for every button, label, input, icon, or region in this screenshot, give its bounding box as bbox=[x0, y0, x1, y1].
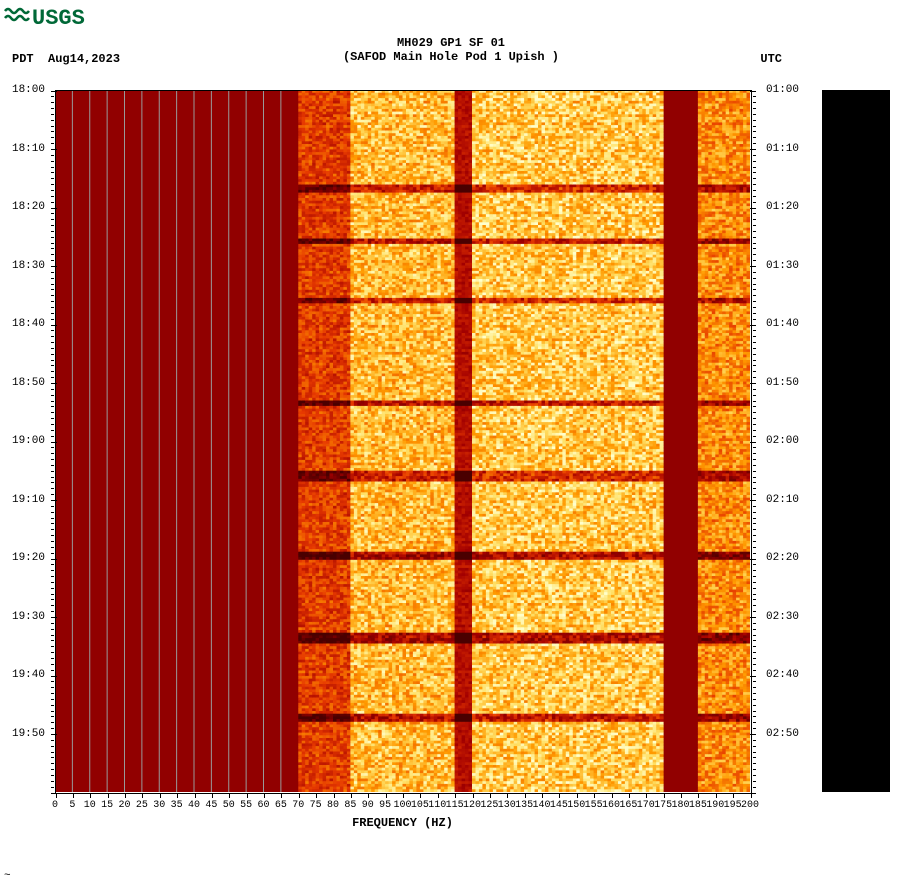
y-left-tick: 19:50 bbox=[12, 728, 45, 740]
x-axis-label: FREQUENCY (HZ) bbox=[55, 816, 750, 830]
y-right-tick: 02:10 bbox=[766, 494, 799, 506]
usgs-logo: USGS bbox=[4, 4, 85, 33]
x-tick: 65 bbox=[275, 800, 287, 811]
x-tick: 90 bbox=[362, 800, 374, 811]
x-tick: 100 bbox=[393, 800, 411, 811]
y-left-tick: 18:30 bbox=[12, 260, 45, 272]
y-right-tick: 01:30 bbox=[766, 260, 799, 272]
x-tick: 0 bbox=[52, 800, 58, 811]
y-left-tick: 19:10 bbox=[12, 494, 45, 506]
title-line-1: MH029 GP1 SF 01 bbox=[0, 36, 902, 50]
x-tick: 95 bbox=[379, 800, 391, 811]
x-tick: 5 bbox=[69, 800, 75, 811]
x-tick: 125 bbox=[480, 800, 498, 811]
y-left-tick: 19:40 bbox=[12, 669, 45, 681]
colorbar bbox=[822, 90, 890, 792]
y-left-tick: 19:30 bbox=[12, 611, 45, 623]
x-tick: 145 bbox=[550, 800, 568, 811]
y-right-tick: 01:40 bbox=[766, 318, 799, 330]
x-tick: 35 bbox=[171, 800, 183, 811]
y-right-tick: 02:40 bbox=[766, 669, 799, 681]
spectrogram-svg bbox=[55, 90, 750, 792]
x-tick: 190 bbox=[706, 800, 724, 811]
x-tick: 185 bbox=[689, 800, 707, 811]
x-tick: 105 bbox=[411, 800, 429, 811]
x-tick: 130 bbox=[498, 800, 516, 811]
timezone-right-label: UTC bbox=[760, 52, 782, 66]
x-tick: 115 bbox=[446, 800, 464, 811]
x-tick: 80 bbox=[327, 800, 339, 811]
y-right-tick: 01:00 bbox=[766, 84, 799, 96]
y-axis-right-ticks: 01:0001:1001:2001:3001:4001:5002:0002:10… bbox=[758, 90, 808, 792]
x-tick: 175 bbox=[654, 800, 672, 811]
x-tick: 180 bbox=[671, 800, 689, 811]
x-tick: 20 bbox=[118, 800, 130, 811]
x-tick: 55 bbox=[240, 800, 252, 811]
x-tick: 50 bbox=[223, 800, 235, 811]
y-right-tick: 02:00 bbox=[766, 435, 799, 447]
y-left-tick: 18:50 bbox=[12, 377, 45, 389]
x-tick: 85 bbox=[344, 800, 356, 811]
x-tick: 120 bbox=[463, 800, 481, 811]
x-tick: 135 bbox=[515, 800, 533, 811]
usgs-wave-icon bbox=[4, 4, 30, 33]
x-tick: 200 bbox=[741, 800, 759, 811]
x-tick: 155 bbox=[585, 800, 603, 811]
y-right-tick: 01:10 bbox=[766, 143, 799, 155]
y-right-tick: 02:20 bbox=[766, 552, 799, 564]
x-tick: 30 bbox=[153, 800, 165, 811]
x-tick: 150 bbox=[567, 800, 585, 811]
y-left-tick: 19:00 bbox=[12, 435, 45, 447]
y-left-tick: 19:20 bbox=[12, 552, 45, 564]
usgs-logo-text: USGS bbox=[32, 6, 85, 31]
x-tick: 25 bbox=[136, 800, 148, 811]
spectrogram-plot bbox=[55, 90, 750, 792]
x-tick: 40 bbox=[188, 800, 200, 811]
x-tick: 110 bbox=[428, 800, 446, 811]
x-tick: 160 bbox=[602, 800, 620, 811]
x-tick: 75 bbox=[310, 800, 322, 811]
x-tick: 140 bbox=[532, 800, 550, 811]
x-tick: 165 bbox=[619, 800, 637, 811]
y-left-tick: 18:20 bbox=[12, 201, 45, 213]
y-right-tick: 01:20 bbox=[766, 201, 799, 213]
y-left-tick: 18:40 bbox=[12, 318, 45, 330]
timezone-left-label: PDT Aug14,2023 bbox=[12, 52, 120, 66]
y-axis-left-ticks: 18:0018:1018:2018:3018:4018:5019:0019:10… bbox=[0, 90, 55, 792]
y-right-tick: 01:50 bbox=[766, 377, 799, 389]
x-tick: 170 bbox=[637, 800, 655, 811]
footer-mark: ~ bbox=[4, 870, 11, 882]
x-tick: 70 bbox=[292, 800, 304, 811]
x-tick: 15 bbox=[101, 800, 113, 811]
y-right-tick: 02:50 bbox=[766, 728, 799, 740]
y-right-tick: 02:30 bbox=[766, 611, 799, 623]
y-left-tick: 18:10 bbox=[12, 143, 45, 155]
x-tick: 195 bbox=[724, 800, 742, 811]
x-tick: 60 bbox=[257, 800, 269, 811]
y-left-tick: 18:00 bbox=[12, 84, 45, 96]
x-tick: 10 bbox=[84, 800, 96, 811]
x-tick: 45 bbox=[205, 800, 217, 811]
